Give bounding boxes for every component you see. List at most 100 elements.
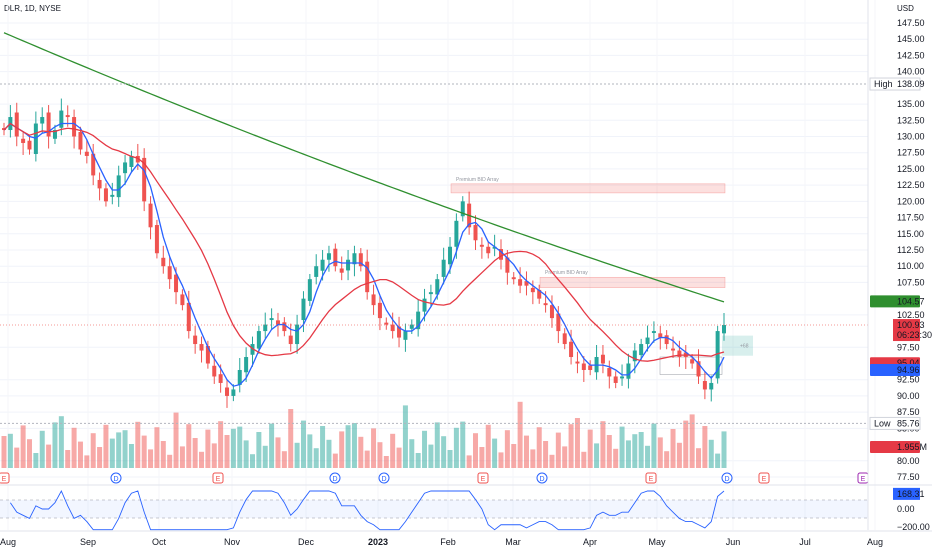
volume-bar: [638, 432, 644, 468]
target-label: +68: [740, 343, 749, 349]
time-tick-label: Feb: [440, 537, 456, 547]
last-price-value: 100.93: [897, 320, 925, 330]
price-tick-label: 107.50: [897, 277, 925, 287]
candle-body: [460, 201, 465, 217]
volume-bar: [186, 424, 192, 468]
high-label-box: [869, 77, 921, 91]
volume-bar: [339, 431, 345, 468]
target-zone: [722, 335, 753, 356]
candle-body: [422, 298, 427, 312]
volume-bar: [230, 428, 236, 468]
volume-bar: [173, 412, 179, 468]
dividend-event: [536, 472, 548, 484]
volume-bar: [434, 422, 440, 468]
price-tick-label: 127.50: [897, 148, 925, 158]
price-tick-label: 90.00: [897, 391, 920, 401]
volume-bar: [504, 430, 510, 468]
price-tick-label: 80.00: [897, 456, 920, 466]
cci-line: [9, 489, 725, 531]
volume-bar: [555, 432, 561, 468]
volume-bar: [116, 432, 122, 468]
candle-body: [454, 220, 459, 247]
price-tick-label: 142.50: [897, 50, 925, 60]
candle-body: [403, 331, 408, 340]
candle-body: [78, 131, 83, 150]
candle-body: [339, 268, 344, 273]
volume-bar: [326, 439, 332, 468]
premium-zone-2: [539, 276, 726, 288]
volume-bar: [664, 451, 670, 468]
candle-body: [27, 140, 32, 150]
volume-bar: [543, 441, 549, 468]
volume-bar: [619, 426, 625, 468]
price-tick-label: 102.50: [897, 310, 925, 320]
volume-bar: [428, 444, 434, 468]
volume-bar: [320, 426, 326, 468]
volume-bar: [218, 421, 224, 468]
candle-body: [288, 335, 293, 345]
candle-body: [231, 389, 236, 396]
candle-body: [524, 281, 529, 286]
earnings-event: [212, 472, 224, 484]
volume-bar: [71, 427, 77, 468]
candle-body: [722, 325, 726, 334]
volume-bar: [1, 436, 7, 468]
candle-body: [664, 335, 669, 345]
volume-bar: [256, 432, 262, 468]
volume-bar: [453, 427, 459, 468]
price-tick-label: 110.00: [897, 261, 924, 271]
volume-bar: [332, 453, 338, 468]
volume-bar: [549, 454, 555, 468]
volume-bar: [179, 446, 185, 468]
low-label: Low: [874, 418, 891, 428]
candle-body: [371, 294, 376, 306]
volume-bar: [288, 409, 294, 468]
price-tick-label: 122.50: [897, 180, 925, 190]
volume-bar: [708, 439, 714, 468]
volume-bar: [128, 444, 134, 468]
volume-bar: [466, 455, 472, 468]
volume-bar: [447, 450, 453, 468]
event-letter: D: [724, 476, 729, 483]
candle-body: [193, 335, 198, 345]
volume-bar: [205, 429, 211, 468]
price-tick-label: 77.50: [897, 472, 920, 482]
volume-bar: [632, 434, 638, 468]
time-tick-label: May: [648, 537, 666, 547]
candle-body: [142, 157, 147, 202]
volume-bar: [492, 438, 498, 468]
volume-bar: [371, 428, 377, 468]
candle-body: [511, 277, 516, 280]
candle-body: [199, 344, 204, 351]
volume-bar: [281, 451, 287, 468]
volume-value-box: [870, 441, 920, 453]
high-label: High: [874, 79, 893, 89]
zone-label: Premium BID Array: [545, 270, 588, 276]
volume-bar: [154, 427, 160, 468]
time-tick-label: Jul: [799, 537, 811, 547]
volume-bar: [77, 441, 83, 468]
candle-body: [103, 188, 108, 202]
candle-body: [97, 179, 102, 189]
volume-bar: [409, 439, 415, 468]
time-tick-label: Jun: [726, 537, 741, 547]
candle-body: [715, 331, 720, 379]
candle-body: [530, 287, 535, 293]
candle-body: [148, 203, 153, 228]
candle-body: [135, 155, 140, 163]
candle-body: [167, 266, 172, 280]
candle-body: [116, 175, 121, 198]
candle-body: [671, 348, 676, 351]
dividend-event: [110, 472, 122, 484]
candle-body: [40, 117, 45, 124]
candle-body: [72, 117, 77, 137]
candle-body: [84, 151, 89, 156]
candle-body: [626, 363, 631, 379]
time-tick-label: Aug: [0, 537, 16, 547]
low-value: 85.76: [897, 418, 920, 428]
volume-bar: [52, 422, 58, 468]
volume-bar: [269, 423, 275, 468]
volume-bar: [167, 454, 173, 468]
price-tick-label: 132.50: [897, 115, 925, 125]
